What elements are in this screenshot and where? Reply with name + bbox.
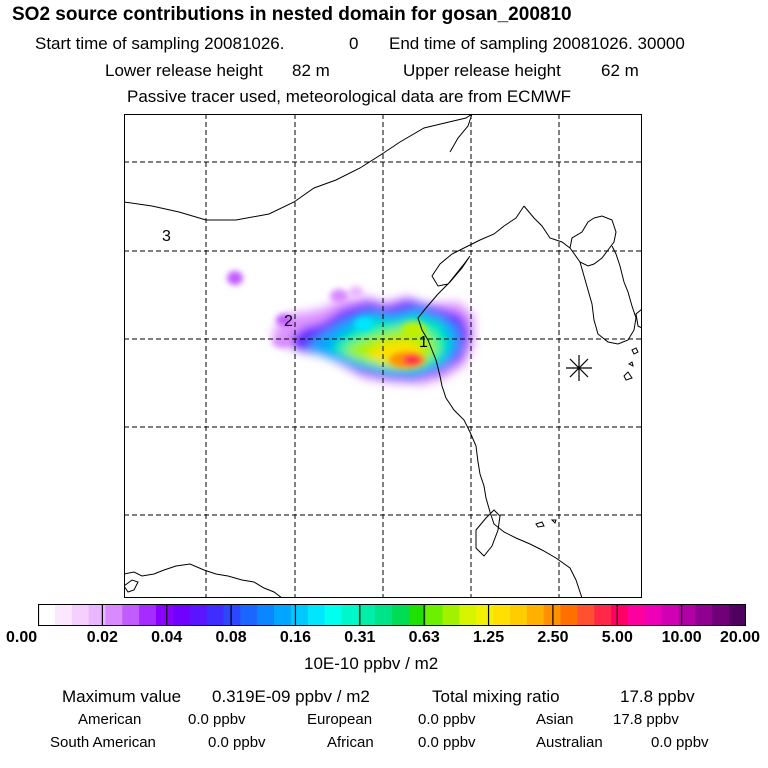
colorbar-swatch bbox=[459, 604, 477, 626]
colorbar-swatch bbox=[695, 604, 713, 626]
total-ratio-label: Total mixing ratio bbox=[432, 687, 560, 706]
colorbar-swatch bbox=[38, 604, 56, 626]
colorbar-swatch bbox=[425, 604, 444, 626]
total-ratio-value: 17.8 ppbv bbox=[620, 687, 695, 706]
lower-height-value: 82 m bbox=[292, 61, 330, 80]
colorbar-tick-label: 0.02 bbox=[86, 629, 118, 646]
colorbar-tick-label: 1.25 bbox=[472, 629, 505, 646]
colorbar-swatch bbox=[644, 604, 663, 626]
region-name: American bbox=[78, 711, 142, 728]
colorbar bbox=[38, 604, 746, 626]
end-time-label: End time of sampling 20081026. 30000 bbox=[389, 34, 685, 53]
colorbar-swatch bbox=[392, 604, 410, 626]
colorbar-swatch bbox=[341, 604, 359, 626]
region-value: 0.0 ppbv bbox=[418, 711, 476, 728]
region-name: European bbox=[307, 711, 373, 728]
colorbar-border bbox=[38, 604, 746, 626]
colorbar-swatch bbox=[611, 604, 629, 626]
colorbar-swatch bbox=[122, 604, 140, 626]
colorbar-tick-label: 0.00 bbox=[6, 629, 38, 646]
lat-lon-grid bbox=[124, 114, 642, 598]
colorbar-swatch bbox=[307, 604, 326, 626]
colorbar-swatch bbox=[577, 604, 595, 626]
colorbar-swatch bbox=[189, 604, 208, 626]
colorbar-swatch bbox=[729, 604, 746, 626]
colorbar-swatch bbox=[105, 604, 123, 626]
region-name: African bbox=[327, 734, 374, 751]
colorbar-swatch bbox=[678, 604, 696, 626]
colorbar-swatch bbox=[274, 604, 292, 626]
region-value: 17.8 ppbv bbox=[613, 711, 679, 728]
colorbar-swatch bbox=[206, 604, 224, 626]
upper-height-value: 62 m bbox=[601, 61, 639, 80]
colorbar-swatch bbox=[476, 604, 494, 626]
colorbar-swatch bbox=[628, 604, 646, 626]
colorbar-tick-label: 2.50 bbox=[537, 629, 569, 646]
colorbar-swatch bbox=[661, 604, 680, 626]
colorbar-swatch bbox=[442, 604, 460, 626]
start-time-label: Start time of sampling 20081026. bbox=[35, 34, 285, 53]
colorbar-tick-label: 0.08 bbox=[215, 629, 247, 646]
colorbar-tick-label: 0.31 bbox=[344, 629, 376, 646]
region-value: 0.0 ppbv bbox=[208, 734, 266, 751]
colorbar-swatch bbox=[560, 604, 578, 626]
source-label-3: 3 bbox=[162, 228, 171, 245]
region-value: 0.0 ppbv bbox=[651, 734, 709, 751]
upper-height-label: Upper release height bbox=[403, 61, 561, 80]
colorbar-tick-label: 0.16 bbox=[279, 629, 312, 646]
colorbar-swatch bbox=[290, 604, 309, 626]
colorbar-swatch bbox=[594, 604, 612, 626]
colorbar-swatch bbox=[493, 604, 511, 626]
colorbar-swatch bbox=[223, 604, 241, 626]
tracer-note: Passive tracer used, meteorological data… bbox=[127, 87, 572, 106]
colorbar-swatch bbox=[526, 604, 545, 626]
colorbar-swatch bbox=[358, 604, 376, 626]
colorbar-unit: 10E-10 ppbv / m2 bbox=[304, 654, 439, 673]
lower-height-label: Lower release height bbox=[105, 61, 263, 80]
colorbar-swatch bbox=[88, 604, 106, 626]
colorbar-swatch bbox=[712, 604, 730, 626]
region-value: 0.0 ppbv bbox=[418, 734, 476, 751]
colorbar-swatch bbox=[257, 604, 275, 626]
colorbar-tick-label: 0.04 bbox=[151, 629, 183, 646]
colorbar-swatch bbox=[240, 604, 258, 626]
region-name: Asian bbox=[536, 711, 574, 728]
map-panel: 1 2 3 bbox=[124, 114, 642, 598]
colorbar-swatch bbox=[54, 604, 73, 626]
colorbar-tick-label: 0.63 bbox=[408, 629, 440, 646]
colorbar-swatch bbox=[408, 604, 427, 626]
region-name: Australian bbox=[536, 734, 603, 751]
colorbar-swatch bbox=[139, 604, 157, 626]
chart-title: SO2 source contributions in nested domai… bbox=[12, 4, 572, 25]
region-value: 0.0 ppbv bbox=[188, 711, 246, 728]
colorbar-swatch bbox=[172, 604, 191, 626]
plume-field bbox=[227, 271, 474, 384]
receptor-star-icon bbox=[566, 355, 592, 381]
colorbar-tick-label: 10.00 bbox=[661, 629, 702, 646]
colorbar-swatch bbox=[71, 604, 90, 626]
colorbar-tick-label: 20.00 bbox=[719, 629, 760, 646]
source-label-1: 1 bbox=[419, 334, 428, 351]
source-label-2: 2 bbox=[284, 313, 293, 330]
start-time-hour: 0 bbox=[349, 34, 359, 53]
colorbar-swatch bbox=[510, 604, 528, 626]
region-name: South American bbox=[50, 734, 156, 751]
colorbar-swatch bbox=[375, 604, 393, 626]
max-value: 0.319E-09 ppbv / m2 bbox=[212, 687, 370, 706]
colorbar-swatch bbox=[324, 604, 342, 626]
colorbar-tick-label: 5.00 bbox=[601, 629, 633, 646]
colorbar-swatch bbox=[156, 604, 174, 626]
max-value-label: Maximum value bbox=[62, 687, 182, 706]
